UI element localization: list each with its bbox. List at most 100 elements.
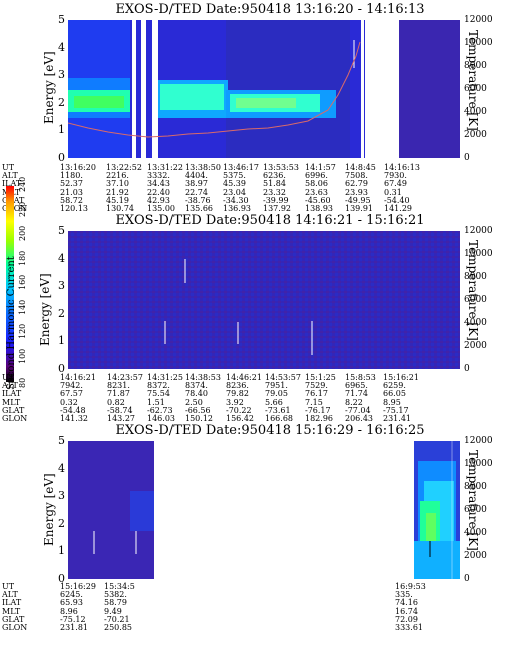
orbit-label-mlt: MLT <box>2 397 21 407</box>
orbit-value: 206.43 <box>345 413 373 423</box>
orbit-value: 8.96 <box>60 606 78 616</box>
temperature-tick-label: 8000 <box>464 61 487 71</box>
orbit-value: 8374. <box>185 381 208 391</box>
orbit-value: 14:46:21 <box>226 373 262 382</box>
orbit-value: 16:9:53 <box>395 582 426 591</box>
orbit-value: 7.15 <box>305 397 323 407</box>
orbit-value: 0.32 <box>60 397 78 407</box>
orbit-value: -54.48 <box>60 405 86 415</box>
energy-tick-label: 1 <box>58 544 65 558</box>
orbit-value: 66.05 <box>383 389 406 399</box>
orbit-column: 14:16:13 7930. 67.49 0.31 -54.40 141.29 <box>384 163 420 213</box>
orbit-value: -38.76 <box>185 195 211 205</box>
colorbar-tick-label: 180 <box>18 250 27 266</box>
orbit-value: -62.73 <box>147 405 173 415</box>
energy-tick-label: 1 <box>58 123 65 137</box>
orbit-label-glat: GLAT <box>2 405 25 415</box>
orbit-value: -70.22 <box>226 405 252 415</box>
orbit-value: 0.82 <box>107 397 125 407</box>
orbit-value: 15:8:53 <box>345 373 376 382</box>
orbit-column: 13:46:17 5375. 45.39 23.04 -34.30 136.93 <box>223 163 259 213</box>
orbit-value: 15:1:25 <box>305 373 336 382</box>
orbit-value: 51.84 <box>263 179 286 189</box>
energy-tick-label: 3 <box>58 489 65 503</box>
orbit-value: 15:16:21 <box>383 373 419 382</box>
energy-tick-label: 1 <box>58 334 65 348</box>
temperature-tick-label: 0 <box>464 364 470 374</box>
orbit-column: 15:16:29 6245. 65.93 8.96 -75.12 231.81 <box>60 582 96 632</box>
orbit-value: 3332. <box>147 171 170 181</box>
orbit-value: -75.17 <box>383 405 409 415</box>
orbit-column: 15:8:53 6965. 71.74 8.22 -77.04 206.43 <box>345 373 376 423</box>
orbit-value: 79.82 <box>226 389 249 399</box>
orbit-value: 14:16:13 <box>384 163 420 172</box>
orbit-value: 75.54 <box>147 389 170 399</box>
orbit-value: 8.95 <box>383 397 401 407</box>
orbit-value: -49.95 <box>345 195 371 205</box>
orbit-value: 23.63 <box>305 187 328 197</box>
temperature-tick-label: 10000 <box>464 459 493 469</box>
temperature-tick-label: 8000 <box>464 272 487 282</box>
orbit-value: 13:38:50 <box>185 163 221 172</box>
energy-tick-label: 4 <box>58 40 65 54</box>
orbit-value: 5375. <box>223 171 246 181</box>
orbit-value: -75.12 <box>60 614 86 624</box>
temperature-tick-label: 10000 <box>464 38 493 48</box>
orbit-value: 7942. <box>60 381 83 391</box>
orbit-value: 62.79 <box>345 179 368 189</box>
orbit-column: 13:16:20 1180. 52.37 21.03 58.72 120.13 <box>60 163 96 213</box>
orbit-value: 137.92 <box>263 203 291 213</box>
colorbar-tick-label: 120 <box>18 323 27 339</box>
colorbar-tick-label: 140 <box>18 299 27 315</box>
orbit-value: 58.06 <box>305 179 328 189</box>
energy-tick-label: 3 <box>58 68 65 82</box>
orbit-value: 3.92 <box>226 397 244 407</box>
orbit-column: 14:1:57 6996. 58.06 23.63 -45.60 138.93 <box>305 163 336 213</box>
orbit-column: 14:8:45 7508. 62.79 23.93 -49.95 139.91 <box>345 163 376 213</box>
orbit-value: 76.17 <box>305 389 328 399</box>
temperature-tick-label: 6000 <box>464 505 487 515</box>
orbit-value: 2216. <box>106 171 129 181</box>
orbit-column: 14:31:25 8372. 75.54 1.51 -62.73 146.03 <box>147 373 183 423</box>
orbit-value: 333.61 <box>395 622 423 632</box>
orbit-value: 135.00 <box>147 203 175 213</box>
orbit-value: 143.27 <box>107 413 135 423</box>
orbit-value: 7529. <box>305 381 328 391</box>
orbit-value: 9.49 <box>104 606 122 616</box>
orbit-value: 14:8:45 <box>345 163 376 172</box>
orbit-value: 71.87 <box>107 389 130 399</box>
colorbar-tick-label: 100 <box>18 348 27 364</box>
orbit-value: 120.13 <box>60 203 88 213</box>
orbit-value: 14:38:53 <box>185 373 221 382</box>
orbit-value: 2.50 <box>185 397 203 407</box>
orbit-column: 14:46:21 8236. 79.82 3.92 -70.22 156.42 <box>226 373 262 423</box>
orbit-label-ilat: ILAT <box>2 179 22 189</box>
orbit-value: 139.91 <box>345 203 373 213</box>
orbit-value: -77.04 <box>345 405 371 415</box>
orbit-value: 16.74 <box>395 606 418 616</box>
orbit-value: 38.97 <box>185 179 208 189</box>
orbit-value: 8231. <box>107 381 130 391</box>
energy-tick-label: 0 <box>58 151 65 164</box>
orbit-value: 138.93 <box>305 203 333 213</box>
orbit-value: 14:16:21 <box>60 373 96 382</box>
orbit-value: 182.96 <box>305 413 333 423</box>
orbit-value: 146.03 <box>147 413 175 423</box>
orbit-value: 141.29 <box>384 203 412 213</box>
orbit-value: 67.57 <box>60 389 83 399</box>
orbit-value: 7951. <box>265 381 288 391</box>
orbit-value: 4404. <box>185 171 208 181</box>
orbit-value: 5.66 <box>265 397 283 407</box>
temperature-tick-label: 0 <box>464 153 470 163</box>
temperature-tick-label: 0 <box>464 574 470 584</box>
orbit-value: 34.43 <box>147 179 170 189</box>
colorbar-tick-label: 220 <box>18 201 27 217</box>
temperature-tick-label: 4000 <box>464 107 487 117</box>
energy-tick-label: 3 <box>58 279 65 293</box>
energy-tick-label: 2 <box>58 95 65 109</box>
temperature-tick-label: 6000 <box>464 295 487 305</box>
orbit-label-ilat: ILAT <box>2 598 22 608</box>
orbit-value: 72.09 <box>395 614 418 624</box>
orbit-value: 150.12 <box>185 413 213 423</box>
orbit-value: -66.56 <box>185 405 211 415</box>
